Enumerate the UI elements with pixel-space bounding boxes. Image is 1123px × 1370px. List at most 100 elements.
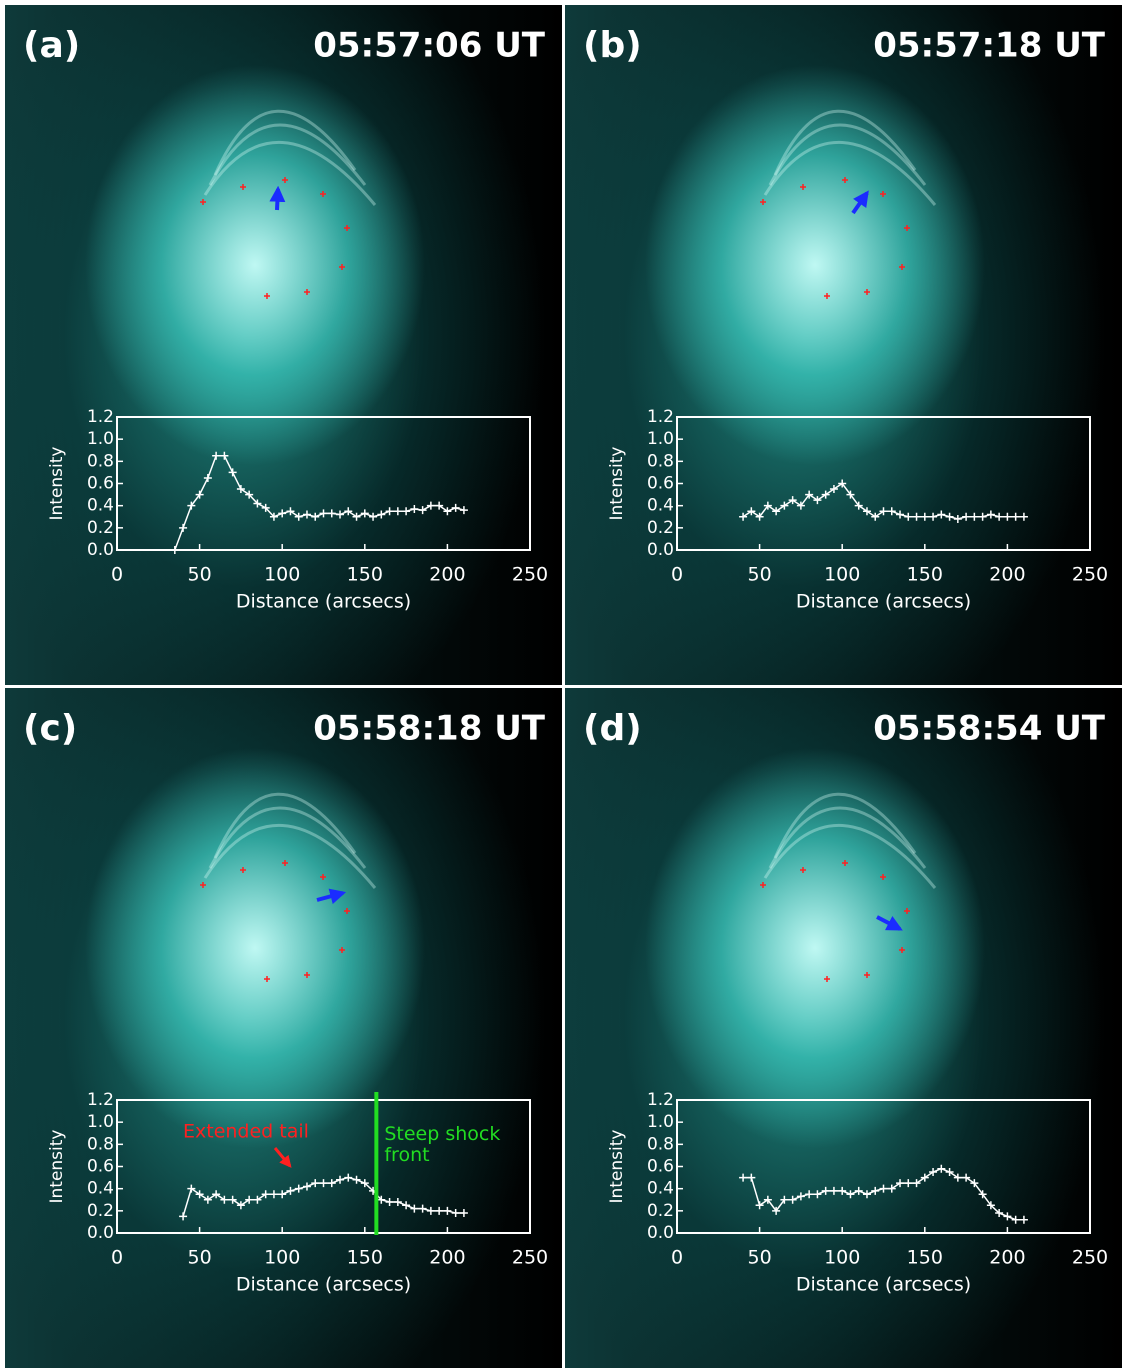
- data-point: [921, 513, 929, 521]
- track-marker: [899, 947, 905, 953]
- data-point: [896, 511, 904, 519]
- data-point: [353, 513, 361, 521]
- data-point: [1003, 513, 1011, 521]
- time-label: 05:57:18 UT: [873, 26, 1106, 66]
- y-axis-label: Intensity: [607, 1130, 627, 1204]
- panel-label: (b): [583, 25, 642, 66]
- x-tick-label: 150: [347, 1247, 383, 1269]
- panel: (a)05:57:06 UT0501001502002500.00.20.40.…: [5, 5, 562, 685]
- track-marker: [842, 860, 848, 866]
- data-point: [822, 1187, 830, 1195]
- data-point: [739, 1174, 747, 1182]
- data-point: [797, 1192, 805, 1200]
- data-point: [880, 507, 888, 515]
- data-point: [954, 515, 962, 523]
- data-point: [871, 513, 879, 521]
- panel-svg: (d)05:58:54 UT0501001502002500.00.20.40.…: [565, 688, 1122, 1368]
- data-point: [813, 1190, 821, 1198]
- x-tick-label: 0: [111, 564, 123, 586]
- x-tick-label: 0: [671, 1247, 683, 1269]
- data-point: [904, 513, 912, 521]
- x-tick-label: 50: [188, 1247, 212, 1269]
- y-tick-label: 0.0: [87, 540, 114, 560]
- x-tick-label: 50: [748, 564, 772, 586]
- motion-arrow: [853, 193, 867, 213]
- track-marker: [344, 908, 350, 914]
- data-point: [196, 1190, 204, 1198]
- data-point: [320, 1179, 328, 1187]
- track-marker: [760, 199, 766, 205]
- data-point: [237, 1201, 245, 1209]
- data-point: [1020, 1216, 1028, 1224]
- track-marker: [899, 264, 905, 270]
- y-tick-label: 0.2: [87, 518, 114, 538]
- data-point: [772, 507, 780, 515]
- data-point: [328, 509, 336, 517]
- data-point: [427, 1207, 435, 1215]
- track-marker: [339, 264, 345, 270]
- data-point: [1003, 1212, 1011, 1220]
- y-tick-label: 0.6: [87, 1157, 114, 1177]
- data-point: [460, 1209, 468, 1217]
- data-point: [179, 524, 187, 532]
- data-point: [747, 507, 755, 515]
- data-point: [846, 1190, 854, 1198]
- data-point: [813, 496, 821, 504]
- plot-frame: [677, 1100, 1090, 1233]
- track-marker: [344, 225, 350, 231]
- data-point: [1012, 1216, 1020, 1224]
- track-marker: [904, 908, 910, 914]
- data-point: [946, 513, 954, 521]
- data-point: [904, 1179, 912, 1187]
- data-point: [896, 1179, 904, 1187]
- track-marker: [282, 860, 288, 866]
- annotation-arrow: [275, 1148, 290, 1166]
- motion-arrow: [877, 917, 900, 929]
- track-marker: [320, 191, 326, 197]
- data-point: [913, 513, 921, 521]
- track-marker: [240, 184, 246, 190]
- x-tick-label: 200: [429, 564, 465, 586]
- data-point: [212, 1190, 220, 1198]
- data-point: [987, 511, 995, 519]
- data-point: [789, 496, 797, 504]
- data-point: [913, 1179, 921, 1187]
- y-tick-label: 1.0: [647, 429, 674, 449]
- y-tick-label: 1.0: [87, 1112, 114, 1132]
- data-point: [946, 1168, 954, 1176]
- data-point: [245, 1196, 253, 1204]
- y-tick-label: 1.2: [87, 407, 114, 427]
- data-point: [220, 1196, 228, 1204]
- data-point: [386, 1198, 394, 1206]
- data-point: [419, 506, 427, 514]
- data-point: [435, 1207, 443, 1215]
- y-tick-label: 0.4: [647, 496, 674, 516]
- data-point: [212, 452, 220, 460]
- data-point: [830, 485, 838, 493]
- data-point: [838, 1187, 846, 1195]
- data-point: [888, 1185, 896, 1193]
- track-marker: [824, 976, 830, 982]
- loop: [770, 125, 925, 185]
- data-point: [402, 507, 410, 515]
- y-tick-label: 0.8: [647, 451, 674, 471]
- annotation: Steep shock front: [384, 1124, 524, 1166]
- x-axis-label: Distance (arcsecs): [236, 591, 411, 613]
- data-line: [175, 456, 464, 550]
- y-tick-label: 0.2: [87, 1201, 114, 1221]
- motion-arrow: [317, 893, 343, 900]
- data-point: [962, 513, 970, 521]
- plot-frame: [677, 417, 1090, 550]
- y-tick-label: 0.6: [647, 1157, 674, 1177]
- data-point: [937, 511, 945, 519]
- data-point: [187, 1185, 195, 1193]
- data-point: [353, 1176, 361, 1184]
- data-point: [229, 1196, 237, 1204]
- x-tick-label: 50: [748, 1247, 772, 1269]
- y-tick-label: 0.6: [87, 474, 114, 494]
- track-marker: [200, 882, 206, 888]
- data-point: [888, 507, 896, 515]
- track-marker: [760, 882, 766, 888]
